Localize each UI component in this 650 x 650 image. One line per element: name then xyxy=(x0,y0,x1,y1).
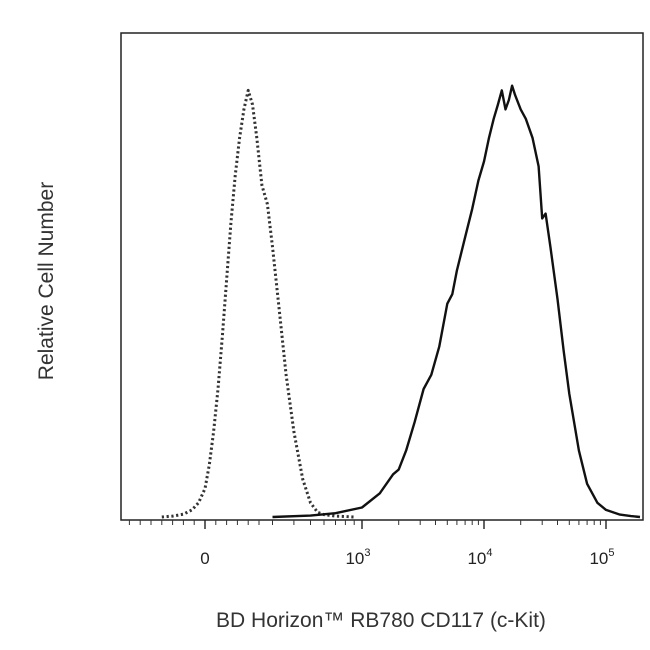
x-tick-label: 105 xyxy=(589,547,614,568)
x-tick-label: 0 xyxy=(200,549,209,568)
x-axis-title: BD Horizon™ RB780 CD117 (c-Kit) xyxy=(216,609,546,632)
y-axis-title: Relative Cell Number xyxy=(35,182,58,380)
series-layer xyxy=(161,84,641,519)
stained-sample-curve xyxy=(272,84,641,519)
x-tick-label: 103 xyxy=(345,547,370,568)
isotype-control-curve xyxy=(161,88,355,519)
plot-frame xyxy=(120,32,644,521)
x-tick-label: 104 xyxy=(467,547,492,568)
x-tick-layer: 0 103 104 105 xyxy=(200,520,615,568)
